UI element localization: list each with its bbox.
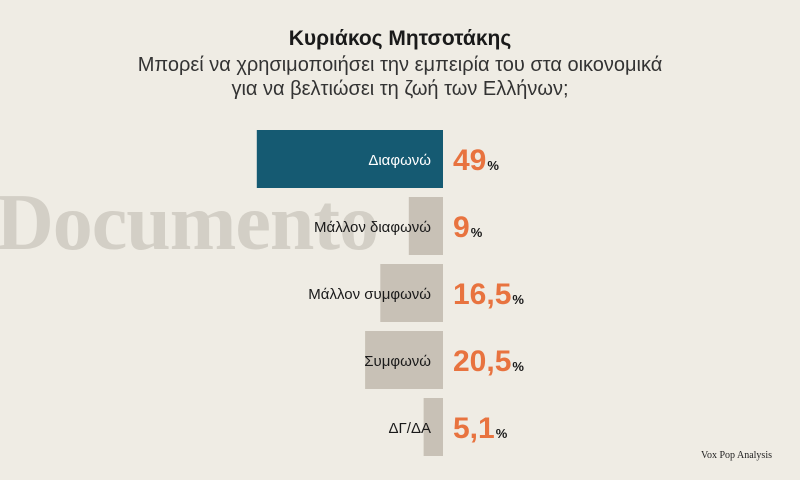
chart-subtitle-line1: Μπορεί να χρησιμοποιήσει την εμπειρία το… [137,54,663,76]
bar-4 [365,331,443,389]
watermark: Documento [0,179,379,267]
bar-3 [380,264,443,322]
value-label-3: 16,5% [453,278,524,311]
chart-subtitle-line2: για να βελτιώσει τη ζωή των Ελλήνων; [231,78,569,100]
bar-2 [408,197,443,255]
value-label-4: 20,5% [453,345,524,378]
category-label-2: Μάλλον διαφωνώ [314,219,431,236]
category-label-4: Συμφωνώ [364,353,431,370]
value-label-5: 5,1% [453,412,508,445]
value-label-1: 49% [453,144,499,177]
bar-5 [423,398,443,456]
bar-1 [256,130,443,188]
value-label-2: 9% [453,211,483,244]
source-credit: Vox Pop Analysis [701,450,772,461]
category-label-5: ΔΓ/ΔΑ [389,420,431,437]
chart-title: Κυριάκος Μητσοτάκης [288,27,512,50]
category-label-3: Μάλλον συμφωνώ [308,286,431,303]
category-label-1: Διαφωνώ [368,152,431,169]
